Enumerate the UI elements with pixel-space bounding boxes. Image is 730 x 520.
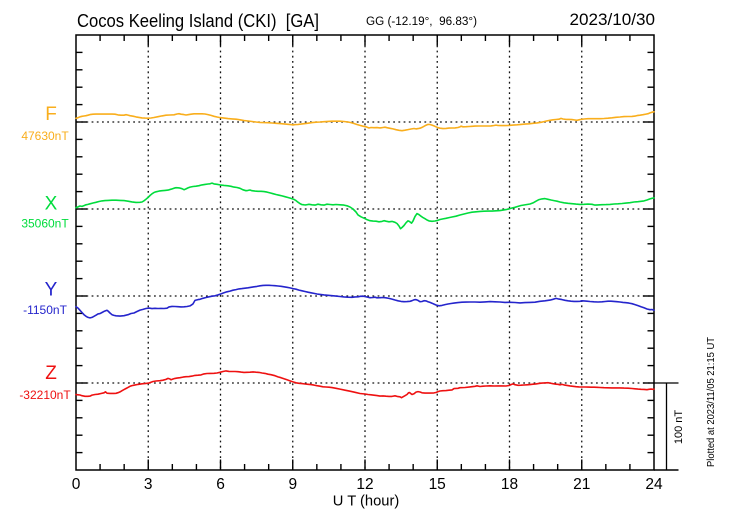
svg-text:2023/10/30: 2023/10/30 xyxy=(570,11,656,29)
svg-text:-1150nT: -1150nT xyxy=(23,303,67,317)
svg-text:Z: Z xyxy=(45,363,57,384)
svg-text:F: F xyxy=(45,104,57,125)
svg-text:3: 3 xyxy=(144,476,153,493)
svg-text:9: 9 xyxy=(288,476,297,493)
svg-text:0: 0 xyxy=(72,476,81,493)
svg-text:GG (-12.19°, 96.83°): GG (-12.19°, 96.83°) xyxy=(366,16,477,28)
svg-text:Y: Y xyxy=(45,279,58,300)
svg-text:24: 24 xyxy=(645,476,663,493)
svg-text:6: 6 xyxy=(216,476,225,493)
svg-text:47630nT: 47630nT xyxy=(21,129,69,143)
svg-text:12: 12 xyxy=(356,476,373,493)
svg-text:18: 18 xyxy=(501,476,518,493)
svg-text:35060nT: 35060nT xyxy=(21,216,69,230)
svg-text:15: 15 xyxy=(429,476,446,493)
svg-text:Cocos Keeling Island (CKI) [G: Cocos Keeling Island (CKI) [GA] xyxy=(77,10,319,31)
svg-text:Plotted at 2023/11/05 21:15 UT: Plotted at 2023/11/05 21:15 UT xyxy=(706,337,717,467)
svg-text:100 nT: 100 nT xyxy=(673,410,685,445)
svg-text:U T (hour): U T (hour) xyxy=(333,493,400,510)
svg-text:X: X xyxy=(45,194,58,215)
svg-text:21: 21 xyxy=(573,476,590,493)
svg-text:-32210nT: -32210nT xyxy=(19,388,71,402)
